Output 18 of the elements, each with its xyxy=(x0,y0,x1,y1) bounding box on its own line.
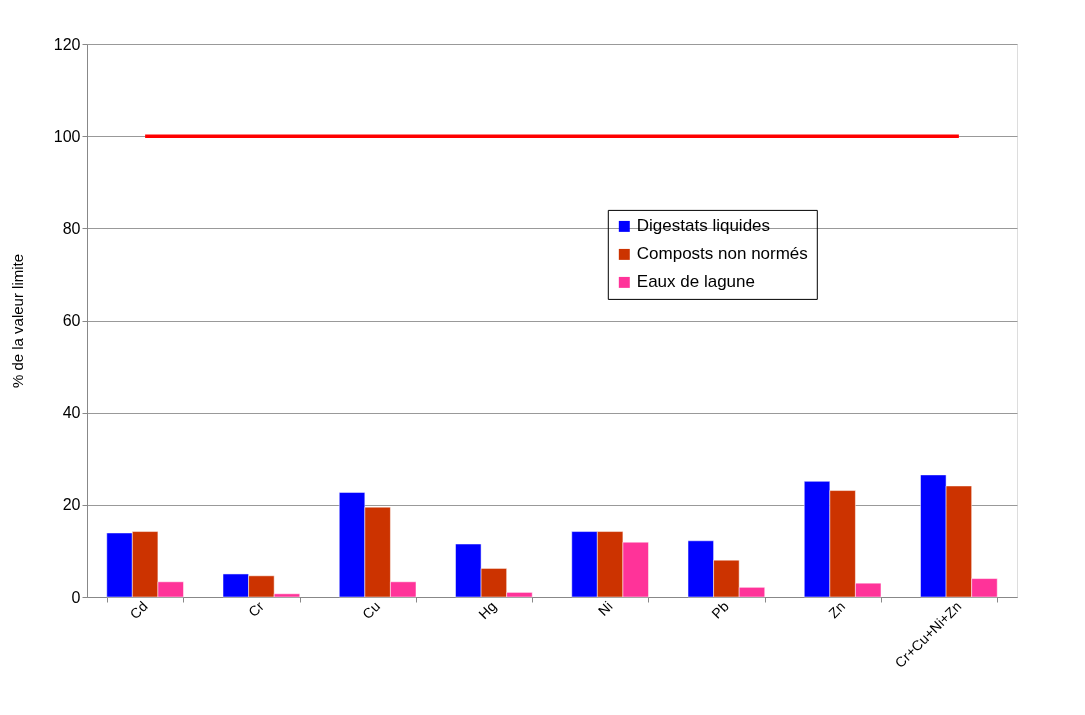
x-tick-label: Cu xyxy=(359,598,384,623)
legend-label: Composts non normés xyxy=(636,244,808,264)
y-tick-label: 100 xyxy=(53,127,81,145)
y-tick-label: 80 xyxy=(62,219,81,237)
x-tick-label: Pb xyxy=(708,597,732,622)
x-tick-label: Ni xyxy=(594,598,616,619)
y-axis-title: % de la valeur limite xyxy=(8,253,26,389)
x-tick-label: Hg xyxy=(475,598,500,623)
y-tick-label: 120 xyxy=(53,35,81,53)
legend-label: Digestats liquides xyxy=(636,216,771,236)
y-tick-label: 40 xyxy=(62,404,81,422)
x-tick-label: Cd xyxy=(126,598,151,623)
legend-label: Eaux de lagune xyxy=(636,272,755,292)
y-tick-label: 0 xyxy=(71,588,81,606)
x-tick-label: Zn xyxy=(825,598,849,622)
x-tick-label: Cr xyxy=(245,597,268,620)
y-tick-label: 60 xyxy=(62,312,81,329)
y-tick-label: 20 xyxy=(62,496,81,514)
